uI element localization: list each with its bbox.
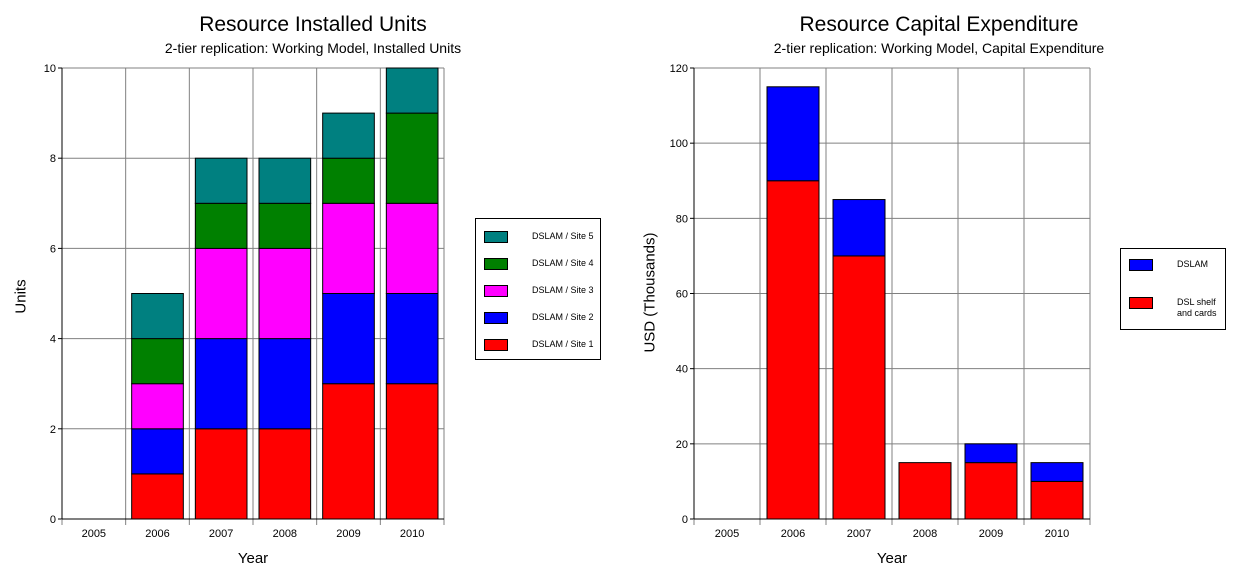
legend-label: DSLAM / Site 5 bbox=[532, 231, 594, 241]
legend-swatch bbox=[1129, 297, 1153, 309]
bar-segment bbox=[131, 428, 184, 475]
y-tick-label: 0 bbox=[50, 514, 56, 526]
x-tick-label: 2005 bbox=[82, 528, 106, 540]
bar-segment bbox=[322, 293, 375, 385]
bar-segment bbox=[322, 157, 375, 204]
bar-segment bbox=[385, 383, 439, 520]
y-tick-label: 4 bbox=[50, 334, 56, 346]
x-tick-label: 2006 bbox=[781, 528, 805, 540]
bar-segment bbox=[131, 473, 184, 520]
legend-swatch bbox=[484, 258, 508, 270]
bar-segment bbox=[385, 67, 439, 114]
x-tick-label: 2010 bbox=[400, 528, 424, 540]
bar-segment bbox=[258, 247, 312, 340]
legend-label: DSLAM / Site 1 bbox=[532, 339, 594, 349]
bar-segment bbox=[194, 338, 248, 430]
y-tick-label: 60 bbox=[676, 289, 688, 301]
y-axis-label: Units bbox=[12, 279, 30, 314]
chart-subtitle: 2-tier replication: Working Model, Capit… bbox=[773, 40, 1105, 56]
plot-area: 0 2 4 6 8 10 2005 2006 2007 2008 2009 2010 bbox=[44, 63, 445, 540]
y-tick-label: 100 bbox=[670, 138, 688, 150]
capital-expenditure-chart: Resource Capital Expenditure 2-tier repl… bbox=[626, 0, 1252, 580]
bar-segment bbox=[832, 199, 886, 257]
x-tick-label: 2007 bbox=[209, 528, 233, 540]
legend-swatch bbox=[484, 339, 508, 351]
bar-segment bbox=[258, 202, 312, 249]
bar-segment bbox=[322, 383, 375, 520]
y-tick-label: 2 bbox=[50, 424, 56, 436]
legend-swatch bbox=[484, 312, 508, 324]
legend-label: DSLAM / Site 4 bbox=[532, 258, 594, 268]
y-tick-label: 8 bbox=[50, 153, 56, 165]
y-tick-label: 80 bbox=[676, 213, 688, 225]
legend: DSLAM DSL shelf and cards bbox=[1120, 248, 1226, 330]
bar-segment bbox=[194, 428, 248, 520]
bar-segment bbox=[194, 157, 248, 204]
legend-swatch bbox=[484, 285, 508, 297]
chart-title: Resource Capital Expenditure bbox=[799, 13, 1079, 36]
plot-area: 0 20 40 60 80 100 120 2005 2006 2007 2008 2009 2010 bbox=[670, 63, 1091, 540]
bar-segment bbox=[194, 202, 248, 249]
bar-segment bbox=[766, 180, 820, 520]
bar-segment bbox=[322, 112, 375, 159]
x-axis-label: Year bbox=[876, 550, 908, 567]
bar-segment bbox=[1030, 480, 1084, 520]
legend-swatch bbox=[484, 231, 508, 243]
bar-segment bbox=[964, 462, 1018, 520]
bar-segment bbox=[131, 293, 184, 340]
bar-segment bbox=[385, 293, 439, 385]
y-tick-label: 6 bbox=[50, 243, 56, 255]
y-tick-label: 40 bbox=[676, 364, 688, 376]
bar-segment bbox=[898, 462, 952, 520]
bar-segment bbox=[258, 428, 312, 520]
y-axis-label: USD (Thousands) bbox=[641, 232, 659, 353]
x-tick-label: 2010 bbox=[1045, 528, 1069, 540]
installed-units-chart: Resource Installed Units 2-tier replicat… bbox=[12, 13, 601, 567]
legend-label: DSLAM / Site 3 bbox=[532, 285, 594, 295]
y-tick-label: 120 bbox=[670, 63, 688, 75]
y-tick-label: 10 bbox=[44, 63, 56, 75]
legend: DSLAM / Site 5 DSLAM / Site 4 DSLAM / Site… bbox=[475, 218, 601, 360]
chart-subtitle: 2-tier replication: Working Model, Insta… bbox=[164, 40, 462, 56]
x-tick-label: 2006 bbox=[145, 528, 169, 540]
y-tick-label: 20 bbox=[676, 439, 688, 451]
bar-segment bbox=[131, 338, 184, 385]
x-axis-label: Year bbox=[237, 550, 269, 567]
bar-segment bbox=[131, 383, 184, 430]
legend-label: DSL shelf and cards bbox=[1177, 297, 1217, 318]
bar-segment bbox=[385, 112, 439, 204]
y-tick-label: 0 bbox=[682, 514, 688, 526]
x-tick-label: 2005 bbox=[715, 528, 739, 540]
bar-segment bbox=[832, 255, 886, 520]
bar-segment bbox=[322, 202, 375, 294]
bar-segment bbox=[258, 338, 312, 430]
bar-segment bbox=[258, 157, 312, 204]
bar-segment bbox=[766, 86, 820, 182]
x-tick-label: 2009 bbox=[336, 528, 360, 540]
bar-segment bbox=[385, 202, 439, 294]
bar-segment bbox=[1030, 462, 1084, 482]
x-tick-label: 2008 bbox=[273, 528, 297, 540]
chart-title: Resource Installed Units bbox=[199, 13, 427, 36]
x-tick-label: 2007 bbox=[847, 528, 871, 540]
legend-label: DSLAM bbox=[1177, 259, 1209, 269]
bar-segment bbox=[964, 443, 1018, 464]
x-tick-label: 2008 bbox=[913, 528, 937, 540]
legend-label: DSLAM / Site 2 bbox=[532, 312, 594, 322]
legend-swatch bbox=[1129, 259, 1153, 271]
bar-segment bbox=[194, 247, 248, 340]
x-tick-label: 2009 bbox=[979, 528, 1003, 540]
